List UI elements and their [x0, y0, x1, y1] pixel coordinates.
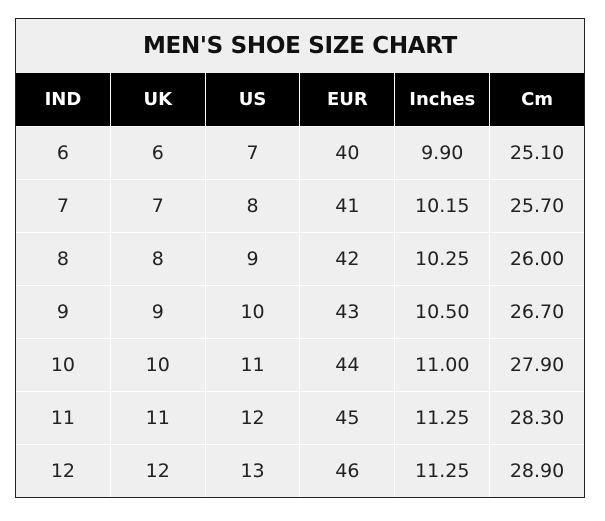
- table-cell: 25.10: [489, 126, 584, 179]
- table-cell: 9: [204, 232, 300, 285]
- table-cell: 9: [16, 285, 110, 338]
- table-cell: 6: [16, 126, 110, 179]
- table-cell: 10: [109, 338, 205, 391]
- table-cell: 10.25: [394, 232, 490, 285]
- table-cell: 6: [109, 126, 205, 179]
- table-cell: 9: [109, 285, 205, 338]
- column-header: IND: [16, 73, 110, 126]
- table-cell: 7: [109, 179, 205, 232]
- shoe-size-table: MEN'S SHOE SIZE CHART IND UK US EUR Inches Cm…: [15, 18, 585, 498]
- table-cell: 27.90: [489, 338, 584, 391]
- table-row: 11 11 12 45 11.25 28.30: [16, 391, 584, 444]
- table-row: 8 8 9 42 10.25 26.00: [16, 232, 584, 285]
- table-cell: 9.90: [394, 126, 490, 179]
- table-cell: 11: [16, 391, 110, 444]
- table-cell: 42: [299, 232, 395, 285]
- table-cell: 25.70: [489, 179, 584, 232]
- table-cell: 28.30: [489, 391, 584, 444]
- table-cell: 11.25: [394, 444, 490, 497]
- header-row: IND UK US EUR Inches Cm: [16, 73, 584, 126]
- column-header: Cm: [489, 73, 584, 126]
- table-cell: 26.70: [489, 285, 584, 338]
- table-cell: 10.50: [394, 285, 490, 338]
- table-cell: 12: [16, 444, 110, 497]
- table-cell: 7: [16, 179, 110, 232]
- table-row: 7 7 8 41 10.15 25.70: [16, 179, 584, 232]
- table-body: 6 6 7 40 9.90 25.10 7 7 8 41 10.15 25.70 8 8 9 42 10.25 2…: [16, 126, 584, 497]
- table-cell: 11.00: [394, 338, 490, 391]
- table-cell: 45: [299, 391, 395, 444]
- table-cell: 10: [204, 285, 300, 338]
- table-cell: 11: [204, 338, 300, 391]
- table-cell: 46: [299, 444, 395, 497]
- table-title: MEN'S SHOE SIZE CHART: [142, 33, 458, 59]
- table-cell: 7: [204, 126, 300, 179]
- table-cell: 41: [299, 179, 395, 232]
- table-row: 6 6 7 40 9.90 25.10: [16, 126, 584, 179]
- table-cell: 10.15: [394, 179, 490, 232]
- table-cell: 12: [204, 391, 300, 444]
- table-cell: 11.25: [394, 391, 490, 444]
- column-header: Inches: [394, 73, 490, 126]
- column-header: EUR: [299, 73, 395, 126]
- table-cell: 13: [204, 444, 300, 497]
- table-cell: 26.00: [489, 232, 584, 285]
- table-cell: 43: [299, 285, 395, 338]
- table-row: 10 10 11 44 11.00 27.90: [16, 338, 584, 391]
- column-header: UK: [109, 73, 205, 126]
- table-row: 9 9 10 43 10.50 26.70: [16, 285, 584, 338]
- table-cell: 28.90: [489, 444, 584, 497]
- column-header: US: [204, 73, 300, 126]
- table-cell: 44: [299, 338, 395, 391]
- table-cell: 11: [109, 391, 205, 444]
- table-cell: 8: [109, 232, 205, 285]
- table-cell: 8: [16, 232, 110, 285]
- table-cell: 8: [204, 179, 300, 232]
- table-cell: 10: [16, 338, 110, 391]
- table-cell: 40: [299, 126, 395, 179]
- table-row: 12 12 13 46 11.25 28.90: [16, 444, 584, 497]
- table-cell: 12: [109, 444, 205, 497]
